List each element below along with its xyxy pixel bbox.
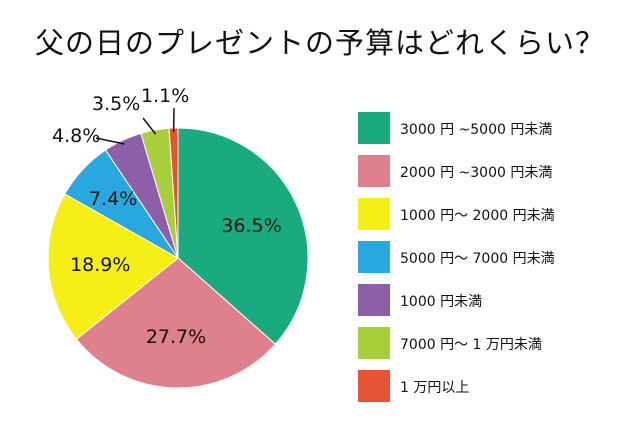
legend-swatch bbox=[358, 284, 390, 316]
pie-value-label: 3.5% bbox=[92, 93, 140, 115]
legend-item: 1000 円～ 2000 円未満 bbox=[358, 198, 628, 230]
legend-swatch bbox=[358, 155, 390, 187]
legend-swatch bbox=[358, 241, 390, 273]
legend-label: 1000 円未満 bbox=[400, 294, 483, 310]
legend-item: 5000 円～ 7000 円未満 bbox=[358, 241, 628, 273]
pie-value-label: 18.9% bbox=[70, 254, 130, 276]
legend-label: 7000 円～ 1 万円未満 bbox=[400, 337, 542, 353]
pie-value-label: 1.1% bbox=[141, 85, 189, 107]
pie-value-label: 4.8% bbox=[52, 125, 100, 147]
legend-item: 1000 円未満 bbox=[358, 284, 628, 316]
pie-value-labels: 36.5% 27.7% 18.9% 7.4% 4.8% 3.5% 1.1% bbox=[52, 85, 282, 348]
pie-value-label: 7.4% bbox=[89, 188, 137, 210]
pie-value-label: 36.5% bbox=[221, 215, 281, 237]
pie-value-label: 27.7% bbox=[146, 326, 206, 348]
legend-swatch bbox=[358, 112, 390, 144]
legend-label: 1 万円以上 bbox=[400, 380, 470, 396]
legend-label: 1000 円～ 2000 円未満 bbox=[400, 208, 555, 224]
leader-line bbox=[142, 117, 157, 135]
leader-line bbox=[95, 137, 125, 145]
pie-slice bbox=[47, 193, 179, 340]
legend-item: 2000 円 ~3000 円未満 bbox=[358, 155, 628, 187]
legend-swatch bbox=[358, 370, 390, 402]
legend-item: 1 万円以上 bbox=[358, 370, 628, 402]
legend-item: 3000 円 ~5000 円未満 bbox=[358, 112, 628, 144]
legend-item: 7000 円～ 1 万円未満 bbox=[358, 327, 628, 359]
chart-title: 父の日のプレゼントの予算はどれくらい？ bbox=[34, 26, 605, 60]
legend-label: 3000 円 ~5000 円未満 bbox=[400, 122, 553, 138]
pie-slice bbox=[177, 127, 309, 345]
legend-swatch bbox=[358, 327, 390, 359]
legend-label: 5000 円～ 7000 円未満 bbox=[400, 251, 555, 267]
legend-label: 2000 円 ~3000 円未満 bbox=[400, 165, 553, 181]
pie-slices bbox=[47, 127, 309, 389]
pie-leader-lines bbox=[95, 107, 175, 145]
legend-swatch bbox=[358, 198, 390, 230]
pie-slice bbox=[75, 257, 277, 389]
